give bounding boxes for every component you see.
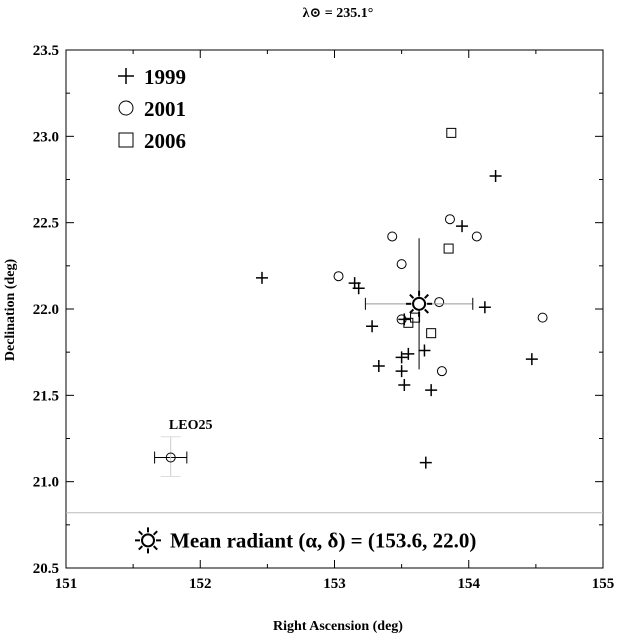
- legend-item-1999: 1999: [118, 65, 186, 89]
- plot-frame: [65, 49, 604, 569]
- point-1999: [256, 271, 269, 284]
- point-1999: [395, 351, 408, 364]
- y-tick-label: 22.0: [33, 302, 59, 318]
- legend-square-icon: [118, 132, 134, 148]
- legend-item-2006: 2006: [118, 129, 186, 153]
- y-tick-label: 21.5: [33, 388, 59, 404]
- sun-disc: [141, 533, 155, 548]
- ticks-layer: 151 152 153 154 155 20.5 21.0 21.5 22.0 22.5 23.0 2…: [33, 43, 615, 592]
- series-2006: [403, 127, 457, 339]
- point-1999: [489, 170, 502, 183]
- sun-icon: [406, 290, 433, 317]
- point-1999: [418, 344, 431, 357]
- legend-label: 2006: [144, 129, 186, 153]
- point-2001: [471, 231, 482, 242]
- sun-ray: [138, 530, 144, 536]
- y-tick-label: 22.5: [33, 216, 59, 232]
- sun-ray: [424, 293, 429, 299]
- point-2006: [426, 328, 437, 339]
- mean-radiant-annotation: Mean radiant (α, δ) = (153.6, 22.0): [135, 527, 476, 554]
- point-2001: [436, 366, 447, 377]
- legend-plus-icon: [118, 68, 134, 84]
- point-1999: [402, 347, 415, 360]
- y-tick-label: 21.0: [33, 475, 59, 491]
- sun-ray: [152, 530, 158, 536]
- point-2006: [403, 317, 414, 328]
- marks-layer: LEO25 Mean radiant (α, δ) = (153.6, 22.0): [135, 127, 548, 554]
- point-1999: [398, 378, 411, 391]
- legend-label: 1999: [144, 65, 186, 89]
- point-2001: [396, 314, 407, 325]
- y-tick-label: 23.5: [33, 43, 59, 59]
- sun-ray: [409, 293, 415, 299]
- y-axis-title: Declination (deg): [3, 259, 18, 362]
- point-2001: [333, 271, 344, 282]
- leo25-marker: LEO25: [154, 418, 213, 477]
- y-tick-label: 20.5: [33, 561, 59, 577]
- sun-ray: [152, 545, 158, 551]
- point-2001: [396, 259, 407, 270]
- point-2001: [434, 297, 445, 308]
- series-1999: [256, 170, 538, 469]
- annotation-text: Mean radiant (α, δ) = (153.6, 22.0): [170, 528, 476, 552]
- legend-label: 2001: [144, 97, 186, 121]
- x-axis-title: Right Ascension (deg): [273, 619, 403, 634]
- sun-ray: [409, 308, 415, 314]
- x-tick-label: 154: [458, 576, 481, 592]
- point-2001: [387, 231, 398, 242]
- sun-ray: [138, 545, 144, 551]
- point-1999: [352, 282, 365, 295]
- x-tick-label: 151: [55, 576, 78, 592]
- point-2001: [537, 312, 548, 323]
- point-2006: [443, 243, 454, 254]
- sun-ray: [424, 308, 429, 314]
- point-1999: [366, 320, 379, 333]
- point-1999: [372, 359, 385, 372]
- leo25-label: LEO25: [169, 418, 213, 433]
- point-2001: [444, 214, 455, 225]
- x-tick-label: 153: [323, 576, 346, 592]
- x-tick-label: 152: [189, 576, 212, 592]
- x-tick-label: 155: [592, 576, 615, 592]
- series-2001: [333, 214, 548, 377]
- legend-circle-icon: [118, 100, 134, 116]
- axes-layer: [65, 49, 604, 569]
- mean-radiant-marker: [364, 238, 474, 370]
- point-1999: [456, 220, 469, 233]
- legend: 1999 2001 2006: [118, 65, 186, 153]
- sun-disc: [412, 296, 427, 311]
- leo25-point: [165, 452, 176, 463]
- chart-title: λ⊙ = 235.1°: [303, 6, 374, 21]
- point-2006: [446, 127, 457, 138]
- point-1999: [419, 456, 432, 469]
- sun-icon: [135, 527, 161, 554]
- y-tick-label: 23.0: [33, 129, 59, 145]
- point-1999: [525, 353, 538, 366]
- point-1999: [395, 365, 408, 378]
- legend-item-2001: 2001: [118, 97, 186, 121]
- point-1999: [425, 384, 438, 397]
- point-1999: [478, 301, 491, 314]
